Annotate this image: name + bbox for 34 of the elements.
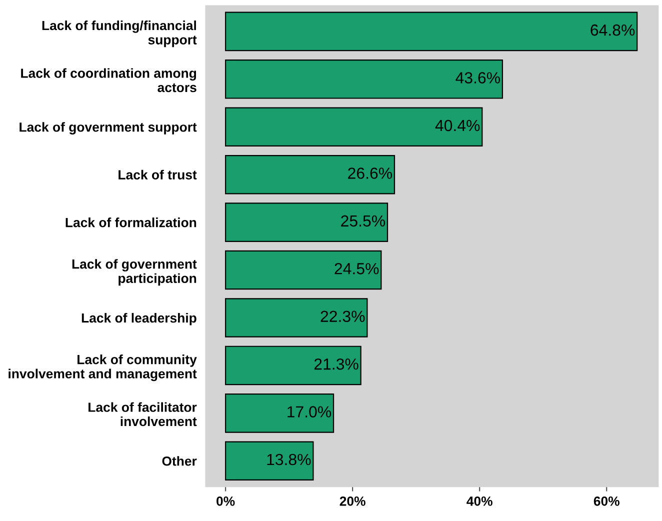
bar bbox=[224, 394, 334, 433]
bar bbox=[224, 441, 314, 481]
bar bbox=[224, 298, 368, 338]
data-label: 24.5% bbox=[334, 263, 379, 274]
x-tick-label: 40% bbox=[466, 496, 492, 506]
data-label: 25.5% bbox=[341, 215, 386, 227]
bar bbox=[224, 60, 504, 99]
x-tick-label: 20% bbox=[340, 496, 366, 506]
y-tick-label: Lack of leadership bbox=[82, 312, 196, 326]
data-label: 21.3% bbox=[314, 358, 358, 370]
bar bbox=[224, 202, 388, 242]
x-tick-label: 0% bbox=[216, 496, 235, 506]
data-label: 13.8% bbox=[267, 454, 311, 466]
y-tick-label: Lack of government support bbox=[20, 122, 197, 134]
y-tick-label: Lack of trust bbox=[118, 170, 197, 180]
data-label: 17.0% bbox=[288, 406, 332, 418]
y-tick-label: Lack of community involvement and management bbox=[8, 354, 197, 382]
bar bbox=[224, 250, 382, 290]
bar bbox=[224, 107, 483, 147]
bar bbox=[224, 12, 638, 52]
bar bbox=[224, 154, 396, 194]
y-tick-label: Lack of facilitator involvement bbox=[88, 402, 197, 426]
data-label: 22.3% bbox=[320, 310, 365, 322]
bar bbox=[224, 346, 362, 386]
data-label: 26.6% bbox=[348, 168, 392, 179]
y-tick-label: Other bbox=[162, 456, 197, 466]
data-label: 40.4% bbox=[435, 120, 480, 132]
y-tick-label: Lack of formalization bbox=[66, 218, 196, 228]
y-tick-label: Lack of funding/financial support bbox=[42, 20, 197, 48]
y-tick-label: Lack of government participation bbox=[72, 259, 197, 286]
data-label: 64.8% bbox=[590, 24, 635, 36]
x-tick-label: 60% bbox=[594, 496, 620, 506]
data-label: 43.6% bbox=[456, 72, 500, 84]
y-tick-label: Lack of coordination among actors bbox=[21, 68, 196, 92]
